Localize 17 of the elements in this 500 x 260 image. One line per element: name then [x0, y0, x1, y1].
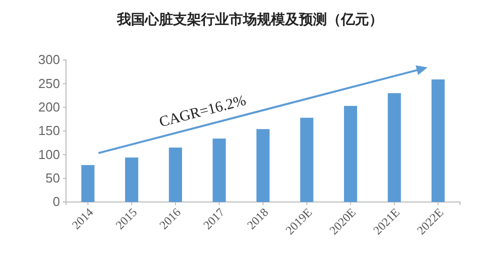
- bar: [81, 165, 94, 202]
- bar: [344, 106, 358, 202]
- y-tick-label: 50: [46, 170, 60, 186]
- bar: [256, 129, 270, 202]
- bar: [300, 118, 314, 202]
- bar: [212, 138, 226, 202]
- y-tick-label: 200: [38, 99, 60, 114]
- bar: [432, 79, 445, 202]
- chart-title: 我国心脏支架行业市场规模及预测（亿元）: [116, 11, 383, 28]
- bar: [168, 148, 182, 202]
- bar: [388, 93, 401, 202]
- y-tick-label: 250: [38, 76, 60, 91]
- y-tick-label: 100: [38, 146, 60, 162]
- y-tick-label: 150: [38, 123, 60, 138]
- y-tick-label: 300: [38, 52, 60, 68]
- y-tick-label: 0: [52, 194, 60, 210]
- bar: [125, 158, 138, 202]
